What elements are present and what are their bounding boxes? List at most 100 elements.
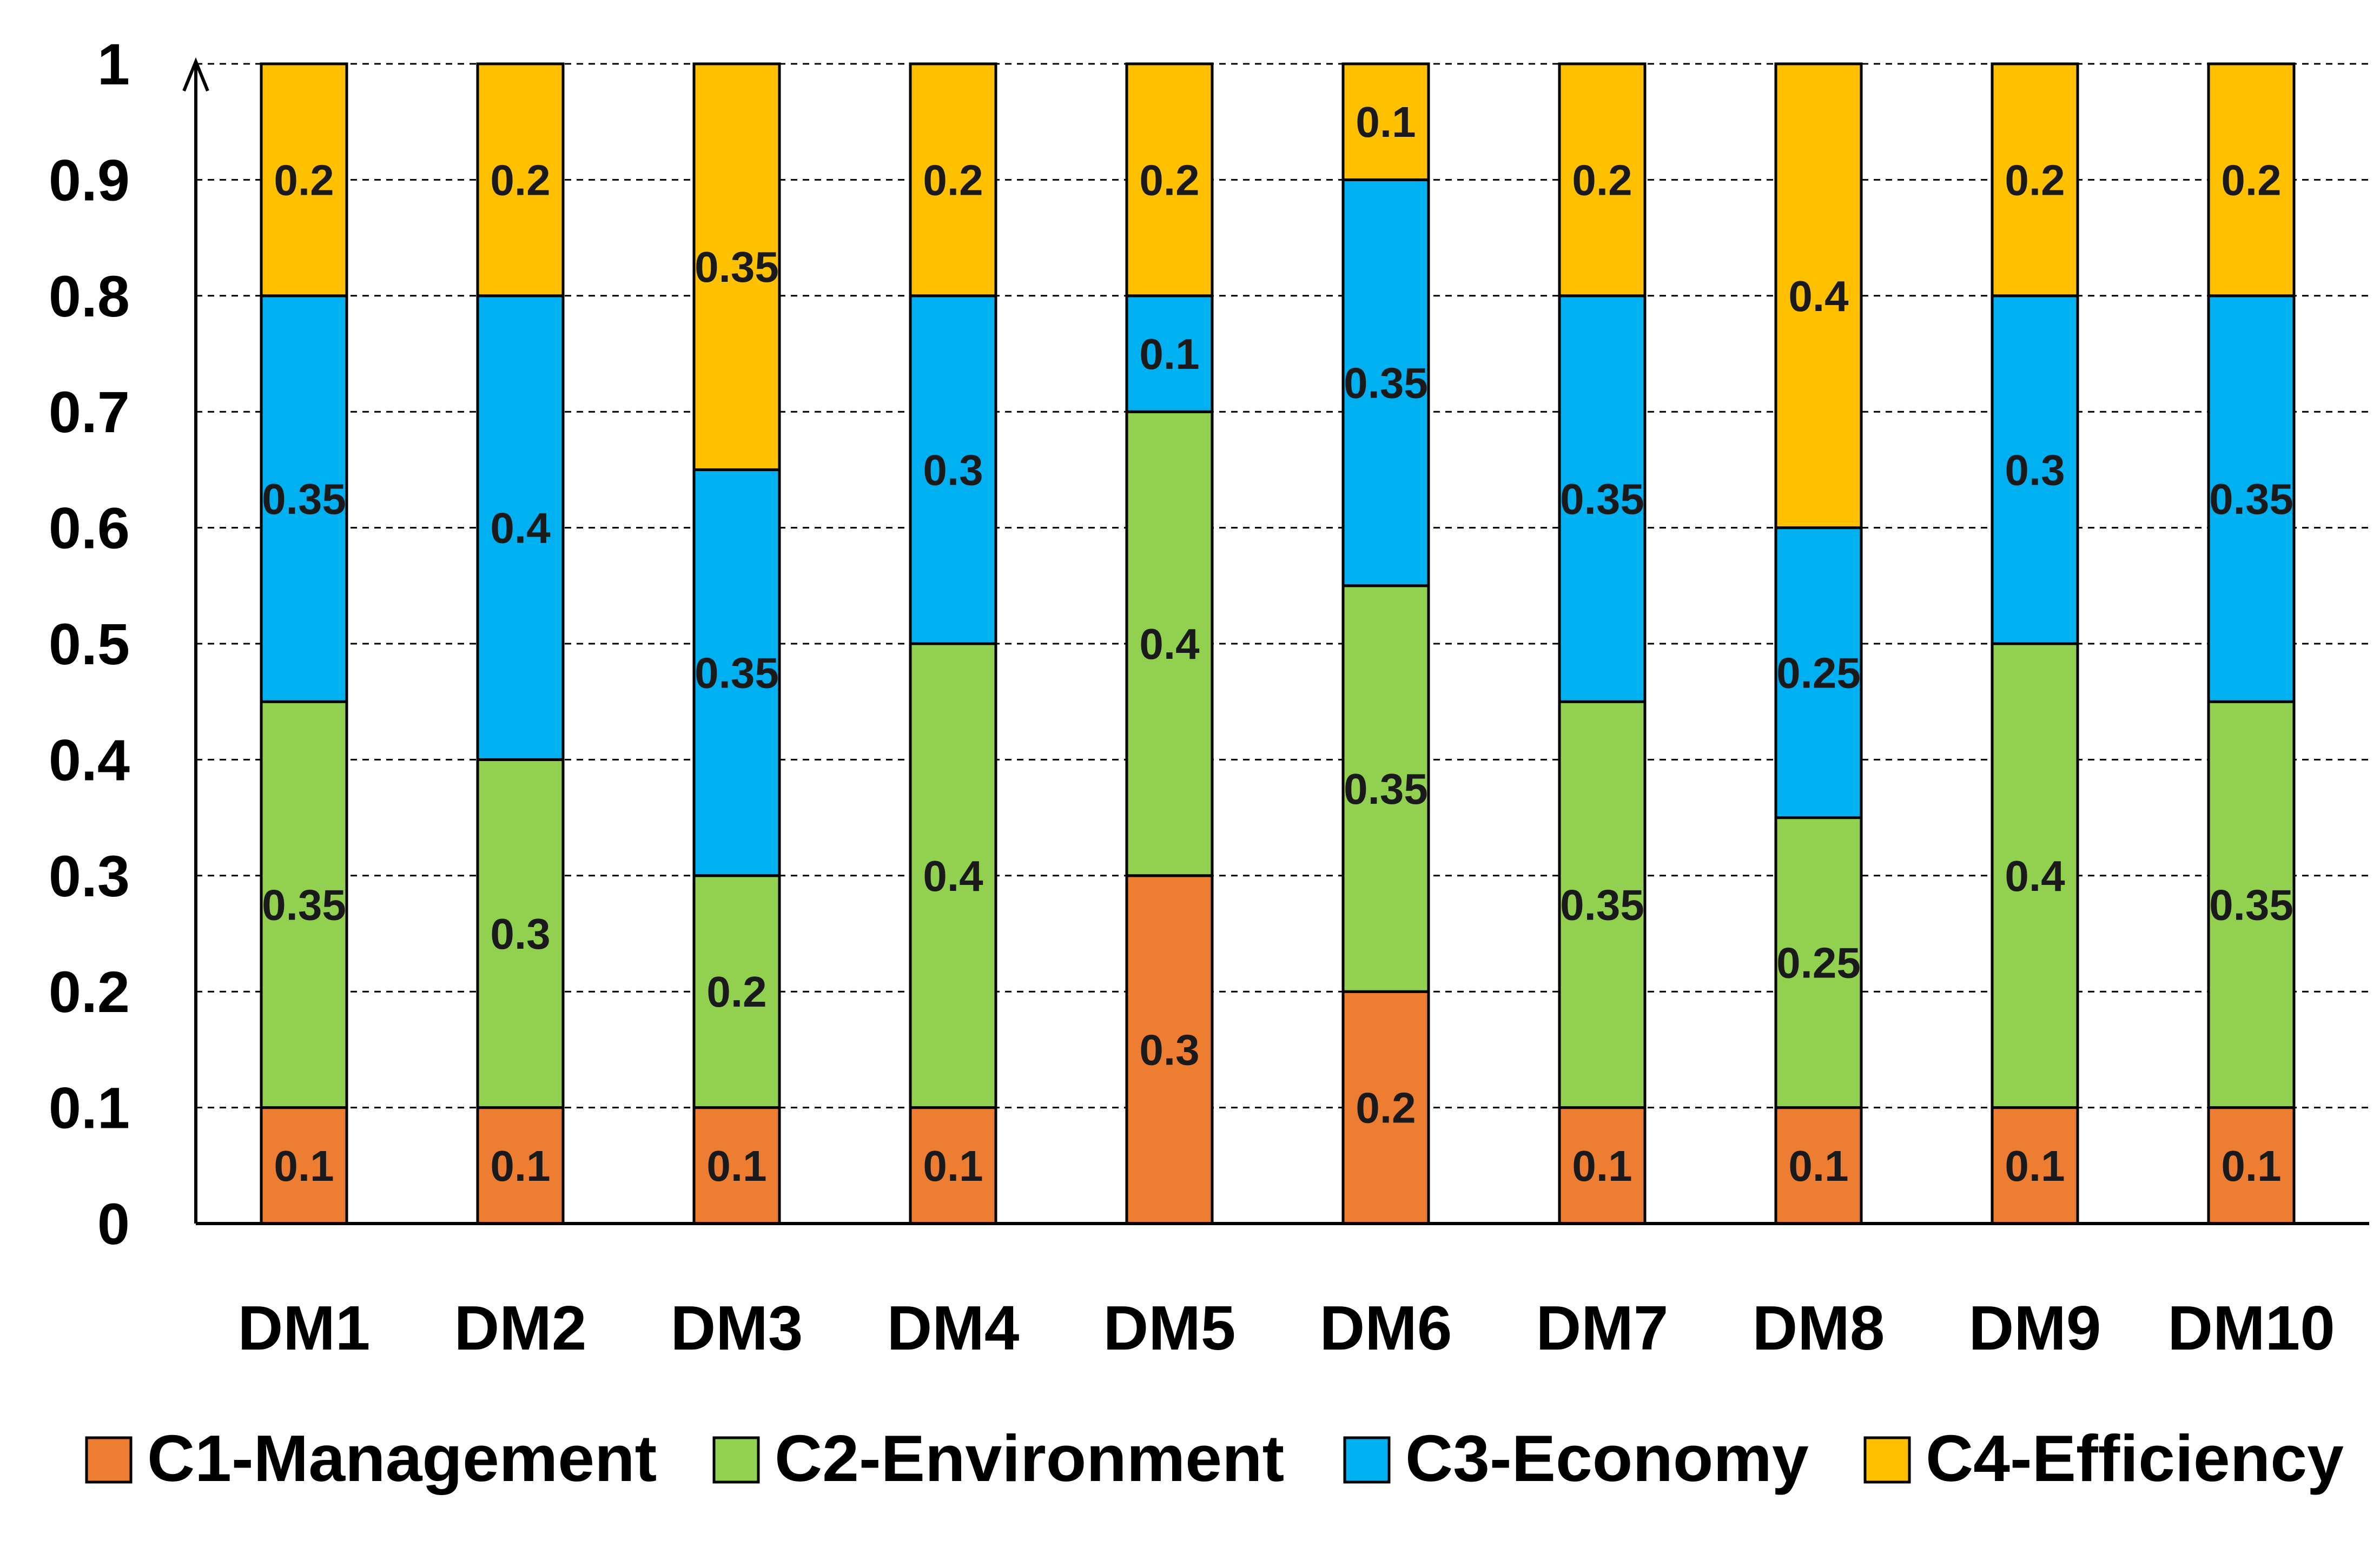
y-tick-label-1: 1	[97, 31, 130, 97]
bar-dm10-c4-efficiency	[2207, 62, 2296, 298]
data-label-dm6-c4-efficiency: 0.1	[1356, 98, 1416, 146]
bar-dm7-c2-environment	[1558, 700, 1647, 1109]
data-label-dm4-c1-management: 0.1	[923, 1142, 983, 1190]
y-tick-label-0.2: 0.2	[49, 959, 130, 1024]
bar-dm7-c4-efficiency	[1558, 62, 1647, 298]
bar-dm3-c4-efficiency	[692, 62, 781, 471]
data-label-dm6-c1-management: 0.2	[1356, 1084, 1416, 1132]
data-label-dm9-c2-environment: 0.4	[2005, 852, 2065, 900]
data-label-dm2-c4-efficiency: 0.2	[490, 156, 550, 204]
bar-dm2-c1-management	[476, 1106, 565, 1225]
data-label-dm2-c3-economy: 0.4	[490, 504, 551, 552]
data-label-dm4-c4-efficiency: 0.2	[923, 156, 983, 204]
y-axis-arrow	[182, 57, 209, 92]
data-label-dm10-c4-efficiency: 0.2	[2221, 156, 2281, 204]
data-label-dm3-c2-environment: 0.2	[706, 968, 766, 1016]
data-label-dm3-c1-management: 0.1	[706, 1142, 766, 1190]
y-tick-label-0.5: 0.5	[49, 611, 130, 677]
bar-dm4-c4-efficiency	[909, 62, 997, 298]
labels: 0.1 0.35 0.35 0.2 0.1 0.3 0.4 0.2 0.1 0.2 0.35 0.35…	[262, 98, 2293, 1190]
data-label-dm2-c1-management: 0.1	[490, 1142, 550, 1190]
data-label-dm5-c4-efficiency: 0.2	[1139, 156, 1199, 204]
bar-dm2-c3-economy	[476, 294, 565, 761]
legend-label-c1-management: C1-Management	[147, 1422, 657, 1495]
y-tick-label-0.6: 0.6	[49, 495, 130, 561]
data-label-dm4-c3-economy: 0.3	[923, 446, 983, 494]
x-tick-label-dm9: DM9	[1969, 1293, 2101, 1363]
bar-dm6-c3-economy	[1341, 178, 1430, 587]
data-label-dm8-c4-efficiency: 0.4	[1788, 272, 1849, 320]
x-tick-label-dm3: DM3	[671, 1293, 803, 1363]
x-tick-label-dm1: DM1	[238, 1293, 371, 1363]
bar-dm4-c1-management	[909, 1106, 997, 1225]
x-tick-label-dm10: DM10	[2167, 1293, 2335, 1363]
legend-label-c3-economy: C3-Economy	[1405, 1422, 1809, 1495]
bar-dm10-c3-economy	[2207, 294, 2296, 703]
data-label-dm10-c1-management: 0.1	[2221, 1142, 2281, 1190]
x-tick-label-dm7: DM7	[1536, 1293, 1669, 1363]
data-label-dm1-c4-efficiency: 0.2	[274, 156, 334, 204]
y-tick-label-0.4: 0.4	[49, 727, 130, 792]
data-label-dm7-c3-economy: 0.35	[1560, 475, 1644, 523]
x-tick-label-dm5: DM5	[1103, 1293, 1236, 1363]
legend: C1-Management C2-Environment C3-Economy C4-…	[85, 1422, 2344, 1495]
bar-dm9-c4-efficiency	[1991, 62, 2079, 298]
bar-dm3-c1-management	[692, 1106, 781, 1225]
data-label-dm10-c2-environment: 0.35	[2209, 881, 2293, 929]
bar-dm5-c4-efficiency	[1125, 62, 1214, 298]
data-label-dm5-c1-management: 0.3	[1139, 1026, 1199, 1074]
legend-label-c4-efficiency: C4-Efficiency	[1926, 1422, 2344, 1495]
x-tick-label-dm8: DM8	[1753, 1293, 1885, 1363]
bar-dm8-c3-economy	[1774, 526, 1863, 819]
data-label-dm6-c2-environment: 0.35	[1344, 765, 1428, 813]
bar-dm2-c2-environment	[476, 758, 565, 1109]
data-label-dm7-c2-environment: 0.35	[1560, 881, 1644, 929]
y-tick-label-0.1: 0.1	[49, 1075, 130, 1141]
data-label-dm8-c1-management: 0.1	[1788, 1142, 1848, 1190]
data-label-dm8-c2-environment: 0.25	[1776, 939, 1861, 987]
data-label-dm6-c3-economy: 0.35	[1344, 359, 1428, 407]
data-label-dm10-c3-economy: 0.35	[2209, 475, 2293, 523]
data-label-dm3-c3-economy: 0.35	[695, 649, 779, 697]
bar-dm2-c4-efficiency	[476, 62, 565, 298]
data-label-dm1-c3-economy: 0.35	[262, 475, 346, 523]
data-label-dm9-c4-efficiency: 0.2	[2005, 156, 2065, 204]
bar-dm6-c4-efficiency	[1341, 62, 1430, 181]
data-label-dm7-c4-efficiency: 0.2	[1572, 156, 1632, 204]
bar-dm6-c2-environment	[1341, 584, 1430, 993]
data-label-dm7-c1-management: 0.1	[1572, 1142, 1632, 1190]
x-tick-label-dm4: DM4	[887, 1293, 1020, 1363]
y-tick-label-0.8: 0.8	[49, 263, 130, 329]
bar-dm7-c3-economy	[1558, 294, 1647, 703]
bar-dm8-c1-management	[1774, 1106, 1863, 1225]
bar-dm1-c4-efficiency	[260, 62, 348, 298]
data-label-dm2-c2-environment: 0.3	[490, 910, 550, 958]
legend-label-c2-environment: C2-Environment	[775, 1422, 1284, 1495]
bar-dm3-c2-environment	[692, 874, 781, 1109]
bar-dm3-c3-economy	[692, 468, 781, 877]
bar-dm10-c1-management	[2207, 1106, 2296, 1225]
x-tick-label-dm6: DM6	[1320, 1293, 1452, 1363]
y-tick-label-0.7: 0.7	[49, 379, 130, 445]
y-tick-label-0.3: 0.3	[49, 843, 130, 909]
data-label-dm5-c2-environment: 0.4	[1139, 620, 1200, 668]
x-tick-label-dm2: DM2	[454, 1293, 587, 1363]
bar-dm7-c1-management	[1558, 1106, 1647, 1225]
data-label-dm9-c1-management: 0.1	[2005, 1142, 2065, 1190]
legend-swatch-c4-efficiency	[1863, 1436, 1911, 1484]
legend-swatch-c3-economy	[1343, 1436, 1391, 1484]
bar-dm9-c2-environment	[1991, 642, 2079, 1109]
bar-dm8-c2-environment	[1774, 816, 1863, 1109]
bar-dm1-c3-economy	[260, 294, 348, 703]
axes: 0 0.1 0.2 0.3 0.4 0.5 0.6 0.7 0.8 0.9 1 DM1 DM2 DM3 DM…	[49, 31, 2369, 1363]
data-label-dm8-c3-economy: 0.25	[1776, 649, 1861, 697]
y-tick-label-0: 0	[97, 1191, 130, 1257]
bar-dm8-c4-efficiency	[1774, 62, 1863, 530]
data-label-dm9-c3-economy: 0.3	[2005, 446, 2065, 494]
bar-dm1-c2-environment	[260, 700, 348, 1109]
bars	[260, 62, 2296, 1225]
data-label-dm3-c4-efficiency: 0.35	[695, 243, 779, 291]
data-label-dm5-c3-economy: 0.1	[1139, 330, 1199, 378]
bar-dm9-c3-economy	[1991, 294, 2079, 645]
